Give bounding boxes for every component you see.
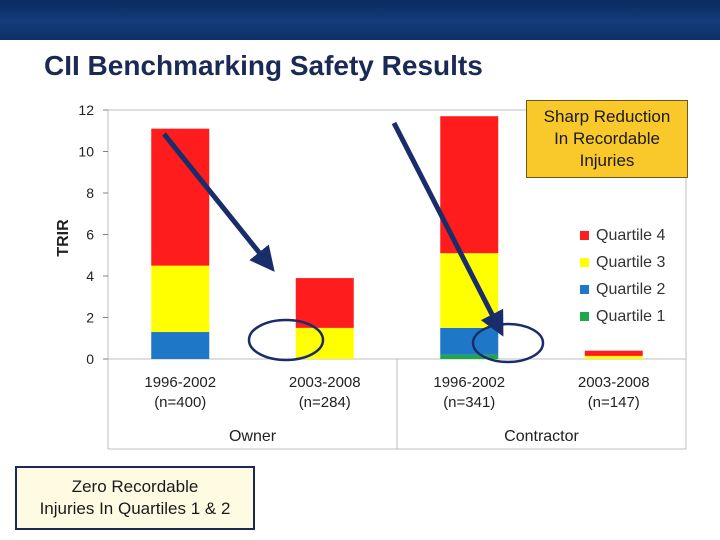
bar-segment-quartile-2 bbox=[151, 332, 210, 359]
y-tick-label: 12 bbox=[78, 102, 94, 118]
legend-label: Quartile 2 bbox=[596, 280, 666, 298]
bar-segment-quartile-4 bbox=[151, 128, 210, 266]
reduction-arrow-owner bbox=[162, 132, 275, 272]
y-axis-label: TRIR bbox=[55, 219, 72, 257]
x-tick-label: 1996-2002 bbox=[144, 374, 216, 391]
legend-item-quartile-3: Quartile 3 bbox=[580, 249, 665, 276]
legend-swatch-quartile-2 bbox=[580, 285, 589, 294]
y-tick-label: 6 bbox=[86, 227, 94, 243]
callout-sharp-reduction: Sharp Reduction In Recordable Injuries bbox=[526, 100, 688, 178]
x-tick-label: (n=147) bbox=[588, 394, 640, 411]
legend-swatch-quartile-3 bbox=[580, 258, 589, 267]
bar-segment-quartile-1 bbox=[440, 354, 499, 359]
y-tick-label: 2 bbox=[86, 310, 94, 326]
callout-line: In Recordable bbox=[554, 129, 660, 148]
x-tick-label: 2003-2008 bbox=[289, 374, 361, 391]
legend-item-quartile-4: Quartile 4 bbox=[580, 222, 665, 249]
y-tick-label: 0 bbox=[86, 351, 94, 367]
bar-segment-quartile-3 bbox=[295, 327, 354, 359]
y-tick-label: 4 bbox=[86, 268, 94, 284]
legend-item-quartile-2: Quartile 2 bbox=[580, 276, 665, 303]
legend-label: Quartile 1 bbox=[596, 307, 666, 325]
callout-line: Injuries In Quartiles 1 & 2 bbox=[39, 499, 231, 518]
group-label: Contractor bbox=[504, 428, 579, 445]
zero-quartile-ellipse-contractor bbox=[471, 322, 545, 364]
legend-label: Quartile 4 bbox=[596, 226, 666, 244]
zero-quartile-ellipse-owner bbox=[247, 318, 325, 362]
x-tick-label: (n=341) bbox=[443, 394, 495, 411]
bar-segment-quartile-4 bbox=[584, 350, 643, 356]
legend-swatch-quartile-1 bbox=[580, 312, 589, 321]
title-bar bbox=[0, 0, 720, 40]
y-tick-label: 8 bbox=[86, 185, 94, 201]
x-tick-label: 2003-2008 bbox=[578, 374, 650, 391]
x-tick-label: 1996-2002 bbox=[433, 374, 505, 391]
legend: Quartile 4 Quartile 3 Quartile 2 Quartil… bbox=[580, 222, 665, 330]
legend-item-quartile-1: Quartile 1 bbox=[580, 303, 665, 330]
bar-segment-quartile-3 bbox=[151, 265, 210, 333]
reduction-arrow-contractor bbox=[391, 121, 504, 337]
bar-segment-quartile-2 bbox=[440, 327, 499, 355]
callout-line: Injuries bbox=[579, 151, 635, 170]
callout-line: Zero Recordable bbox=[71, 477, 199, 496]
group-label: Owner bbox=[229, 428, 277, 445]
legend-label: Quartile 3 bbox=[596, 253, 666, 271]
callout-line: Sharp Reduction bbox=[543, 107, 671, 126]
bar-segment-quartile-3 bbox=[584, 355, 643, 359]
callout-zero-recordable: Zero Recordable Injuries In Quartiles 1 … bbox=[15, 466, 255, 530]
slide-title: CII Benchmarking Safety Results bbox=[44, 50, 483, 81]
y-tick-label: 10 bbox=[78, 144, 94, 160]
x-tick-label: (n=284) bbox=[299, 394, 351, 411]
bar-segment-quartile-4 bbox=[295, 278, 354, 328]
bar-segment-quartile-3 bbox=[440, 253, 499, 328]
legend-swatch-quartile-4 bbox=[580, 231, 589, 240]
x-tick-label: (n=400) bbox=[154, 394, 206, 411]
